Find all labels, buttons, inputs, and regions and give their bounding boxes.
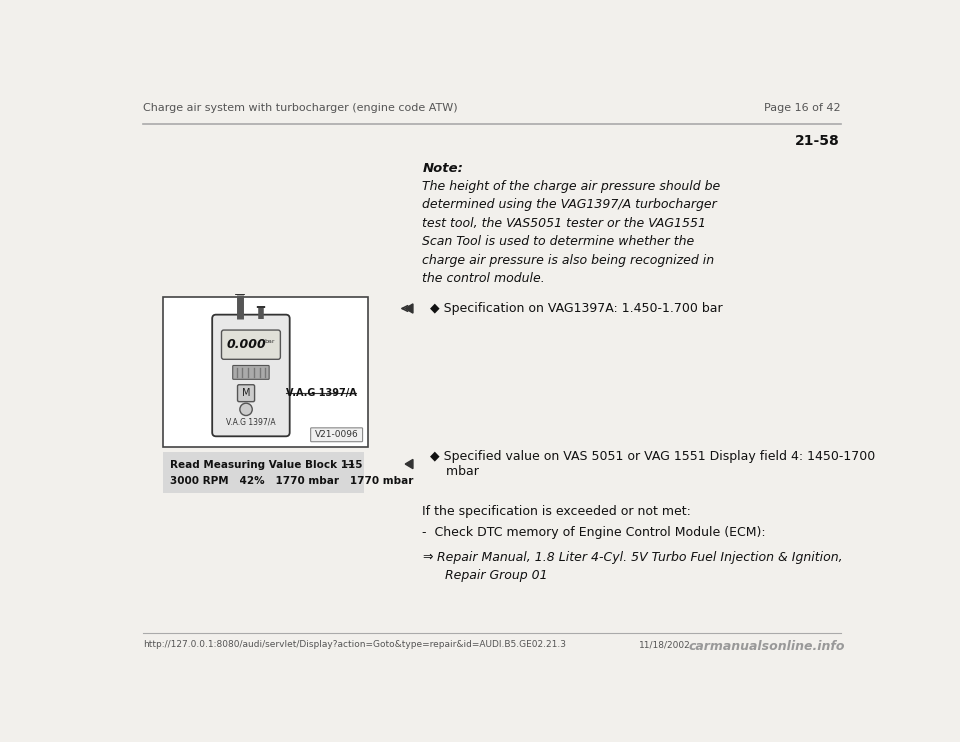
Text: Note:: Note: xyxy=(422,162,463,175)
Text: http://127.0.0.1:8080/audi/servlet/Display?action=Goto&type=repair&id=AUDI.B5.GE: http://127.0.0.1:8080/audi/servlet/Displ… xyxy=(143,640,566,649)
Text: Charge air system with turbocharger (engine code ATW): Charge air system with turbocharger (eng… xyxy=(143,103,458,113)
Text: bar: bar xyxy=(264,339,275,344)
FancyBboxPatch shape xyxy=(222,330,280,359)
Bar xyxy=(162,453,364,493)
Text: V.A.G 1397/A: V.A.G 1397/A xyxy=(227,417,276,427)
Polygon shape xyxy=(405,459,413,469)
Text: ◆ Specification on VAG1397A: 1.450-1.700 bar: ◆ Specification on VAG1397A: 1.450-1.700… xyxy=(430,302,723,315)
Text: Page 16 of 42: Page 16 of 42 xyxy=(764,103,841,113)
FancyBboxPatch shape xyxy=(237,384,254,401)
Text: 0.000: 0.000 xyxy=(227,338,267,351)
Text: V.A.G 1397/A: V.A.G 1397/A xyxy=(286,388,356,398)
Text: Read Measuring Value Block 115: Read Measuring Value Block 115 xyxy=(170,460,363,470)
Text: carmanualsonline.info: carmanualsonline.info xyxy=(688,640,845,654)
Text: V21-0096: V21-0096 xyxy=(315,430,358,439)
Text: M: M xyxy=(242,388,251,398)
Text: The height of the charge air pressure should be
determined using the VAG1397/A t: The height of the charge air pressure sh… xyxy=(422,180,721,286)
Polygon shape xyxy=(405,304,413,313)
FancyBboxPatch shape xyxy=(311,428,363,441)
Text: 3000 RPM   42%   1770 mbar   1770 mbar: 3000 RPM 42% 1770 mbar 1770 mbar xyxy=(170,476,414,485)
Text: ◆ Specified value on VAS 5051 or VAG 1551 Display field 4: 1450-1700
    mbar: ◆ Specified value on VAS 5051 or VAG 155… xyxy=(430,450,876,478)
FancyBboxPatch shape xyxy=(212,315,290,436)
Text: ⇒: ⇒ xyxy=(422,551,433,564)
Text: 21-58: 21-58 xyxy=(795,134,839,148)
Text: If the specification is exceeded or not met:: If the specification is exceeded or not … xyxy=(422,505,691,518)
Text: Repair Manual, 1.8 Liter 4-Cyl. 5V Turbo Fuel Injection & Ignition,
   Repair Gr: Repair Manual, 1.8 Liter 4-Cyl. 5V Turbo… xyxy=(433,551,843,582)
Circle shape xyxy=(240,403,252,416)
Bar xyxy=(162,297,368,447)
Text: →: → xyxy=(344,460,353,470)
FancyBboxPatch shape xyxy=(232,366,269,379)
Text: 11/18/2002: 11/18/2002 xyxy=(639,640,691,649)
Text: -  Check DTC memory of Engine Control Module (ECM):: - Check DTC memory of Engine Control Mod… xyxy=(422,526,766,539)
